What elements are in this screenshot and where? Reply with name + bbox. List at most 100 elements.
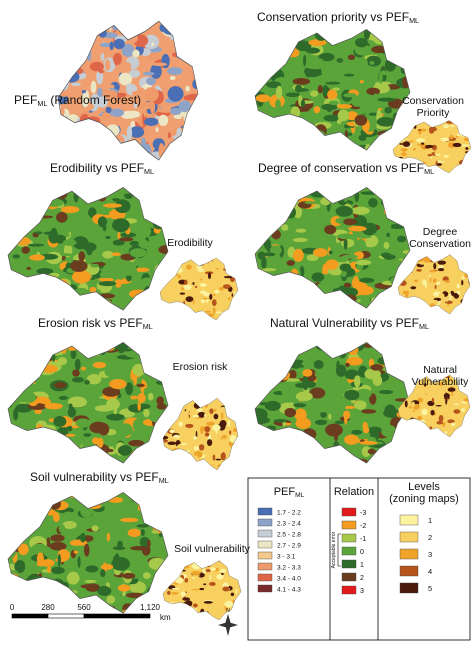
legend-swatch <box>257 529 273 538</box>
map-patch <box>392 209 397 219</box>
map-patch <box>56 211 68 223</box>
map-patch <box>173 260 181 266</box>
map-patch <box>146 188 158 198</box>
map-patch <box>417 397 424 403</box>
map-patch <box>255 268 263 282</box>
map-patch <box>380 135 386 147</box>
map-patch <box>199 283 207 287</box>
map-patch <box>255 408 268 421</box>
map-patch <box>40 588 51 601</box>
legend-label: -3 <box>360 510 366 517</box>
map-patch <box>375 454 382 462</box>
map-patch <box>101 493 107 498</box>
map-patch <box>323 432 328 447</box>
map-patch <box>400 365 408 370</box>
map-patch <box>117 231 121 240</box>
map-patch <box>462 303 467 310</box>
map-patch <box>355 259 372 266</box>
map-patch <box>62 287 71 296</box>
map-patch <box>413 309 422 314</box>
map-patch <box>380 70 387 76</box>
map-patch <box>400 309 404 312</box>
map-patch <box>206 421 215 426</box>
map-patch <box>140 452 151 463</box>
map-patch <box>161 53 170 69</box>
map-patch <box>72 30 82 34</box>
map-patch <box>163 453 171 457</box>
map-patch <box>264 371 269 385</box>
legend-label: 2 <box>428 533 432 542</box>
map-patch <box>363 29 371 40</box>
map-patch <box>383 204 402 209</box>
map-patch <box>15 368 22 378</box>
map-patch <box>50 578 65 592</box>
map-patch <box>80 42 86 51</box>
map-patch <box>167 441 177 445</box>
map-patch <box>169 303 178 310</box>
map-patch <box>117 445 133 456</box>
map-patch <box>467 254 470 259</box>
map-patch <box>255 305 267 308</box>
title-text: Conservation priority vs PEF <box>257 10 409 24</box>
map-patch <box>28 523 39 528</box>
map-patch <box>114 92 127 98</box>
map-patch <box>324 140 332 149</box>
map-patch <box>313 359 324 370</box>
map-patch <box>383 447 394 456</box>
map-patch <box>212 424 221 432</box>
map-patch <box>193 615 202 620</box>
map-patch <box>129 248 147 258</box>
map-patch <box>400 65 407 74</box>
map-patch <box>372 419 377 426</box>
map-patch <box>291 126 304 135</box>
map-patch <box>340 188 359 195</box>
map-patch <box>143 408 150 418</box>
map-patch <box>399 143 404 145</box>
map-patch <box>193 445 200 451</box>
map-patch <box>96 96 108 108</box>
legend-label: 1 <box>428 516 432 525</box>
map-patch <box>104 59 111 71</box>
title-text: Natural Vulnerability vs PEF <box>270 316 419 330</box>
map-patch <box>174 605 181 610</box>
map-patch <box>225 405 231 412</box>
map-patch <box>292 237 308 243</box>
map-patch <box>218 586 224 593</box>
map-patch <box>377 97 396 102</box>
map-patch <box>185 296 194 303</box>
map-patch <box>255 438 266 445</box>
map-patch <box>143 87 159 102</box>
map-patch <box>417 129 422 132</box>
map <box>254 186 411 309</box>
map-patch <box>175 316 184 320</box>
map-patch <box>130 395 138 400</box>
map-patch <box>263 29 273 33</box>
map-patch <box>396 235 407 243</box>
map-patch <box>117 540 124 548</box>
map-patch <box>58 145 62 152</box>
map-patch <box>103 89 118 100</box>
map-patch <box>267 286 284 298</box>
map-patch <box>88 207 97 218</box>
map-patch <box>343 192 348 203</box>
map-patch <box>146 77 156 86</box>
map-patch <box>138 189 144 203</box>
map-patch <box>171 313 181 320</box>
map-patch <box>298 342 309 350</box>
map-patch <box>463 253 468 255</box>
map-patch <box>432 278 437 284</box>
map-patch <box>191 571 201 576</box>
north-arrow <box>218 614 238 636</box>
map-patch <box>168 459 172 468</box>
map-patch <box>158 355 163 362</box>
map-patch <box>465 296 470 304</box>
map-patch <box>184 409 187 412</box>
map-patch <box>44 187 61 190</box>
map-patch <box>58 33 70 47</box>
map-patch <box>261 268 277 272</box>
map-patch <box>183 110 197 125</box>
map-patch <box>231 293 234 297</box>
map-patch <box>408 406 413 409</box>
map-patch <box>172 21 180 33</box>
map <box>397 253 471 315</box>
